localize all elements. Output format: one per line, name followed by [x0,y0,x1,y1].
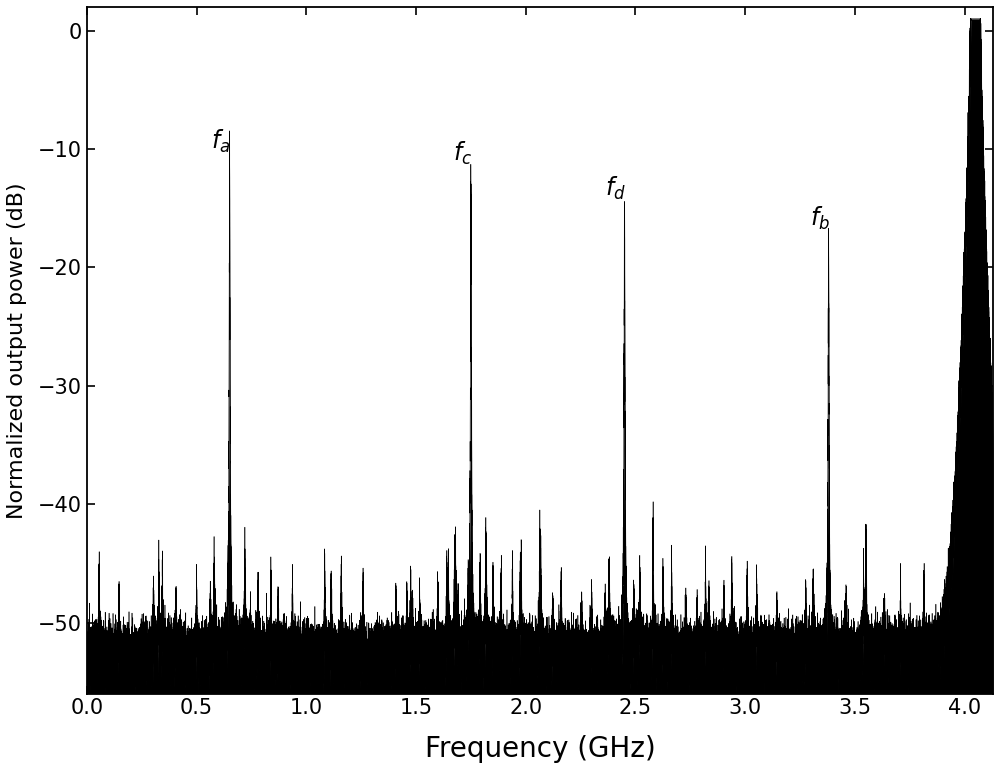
Text: $f_\mathit{a}$: $f_\mathit{a}$ [211,128,230,155]
X-axis label: Frequency (GHz): Frequency (GHz) [425,735,655,763]
Text: $f_\mathit{b}$: $f_\mathit{b}$ [810,205,830,232]
Text: $f_\mathit{c}$: $f_\mathit{c}$ [453,139,472,167]
Text: $f_\mathit{d}$: $f_\mathit{d}$ [605,175,626,203]
Y-axis label: Normalized output power (dB): Normalized output power (dB) [7,182,27,518]
